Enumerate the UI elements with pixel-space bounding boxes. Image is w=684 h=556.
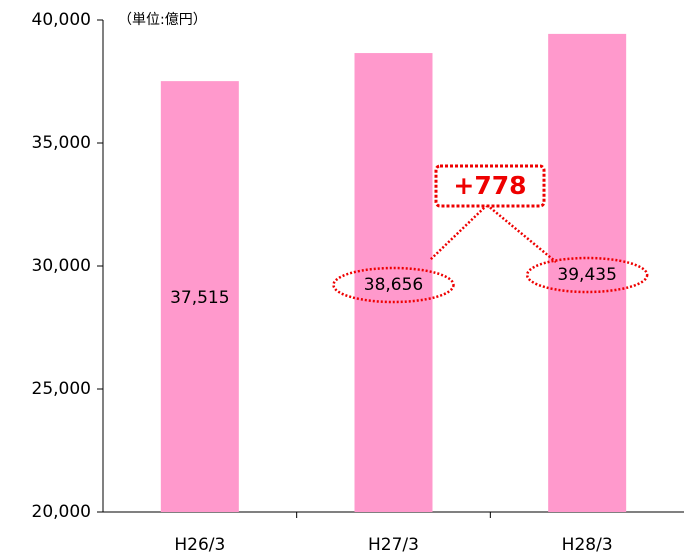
highlight-ellipse [332,266,455,304]
annotation: +778 [453,171,526,200]
value-label: 39,435 [557,265,616,285]
annotation-box [434,164,546,208]
y-tick-label: 20,000 [32,502,91,522]
value-label: 38,656 [364,275,423,295]
connector [486,204,557,263]
annotation-group: +778 [429,164,557,263]
plot: 20,000 25,000 30,000 35,000 40,000 H26/3 37,51… [32,10,649,555]
y-tick-label: 35,000 [32,133,91,153]
unit-label: （単位:億円） [118,12,207,28]
x-tick-label: H27/3 [368,535,419,555]
x-tick-label: H28/3 [562,535,613,555]
highlight-ellipse [525,256,649,294]
bar [354,53,433,512]
x-tick-label: H26/3 [174,535,225,555]
bar [548,33,627,513]
y-tick-label: 30,000 [32,256,91,276]
value-label: 37,515 [170,288,229,308]
y-tick-label: 40,000 [32,10,91,30]
y-tick-label: 25,000 [32,379,91,399]
bar [160,81,239,513]
connector [429,204,488,261]
